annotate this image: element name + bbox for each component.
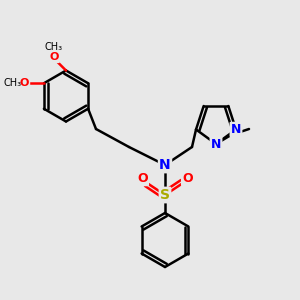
- Text: N: N: [211, 137, 221, 151]
- Text: N: N: [159, 158, 171, 172]
- Text: O: O: [137, 172, 148, 185]
- Text: O: O: [49, 52, 59, 62]
- Text: O: O: [20, 78, 29, 88]
- Text: S: S: [160, 188, 170, 202]
- Text: CH₃: CH₃: [3, 78, 22, 88]
- Text: CH₃: CH₃: [45, 41, 63, 52]
- Text: N: N: [231, 123, 241, 136]
- Text: O: O: [182, 172, 193, 185]
